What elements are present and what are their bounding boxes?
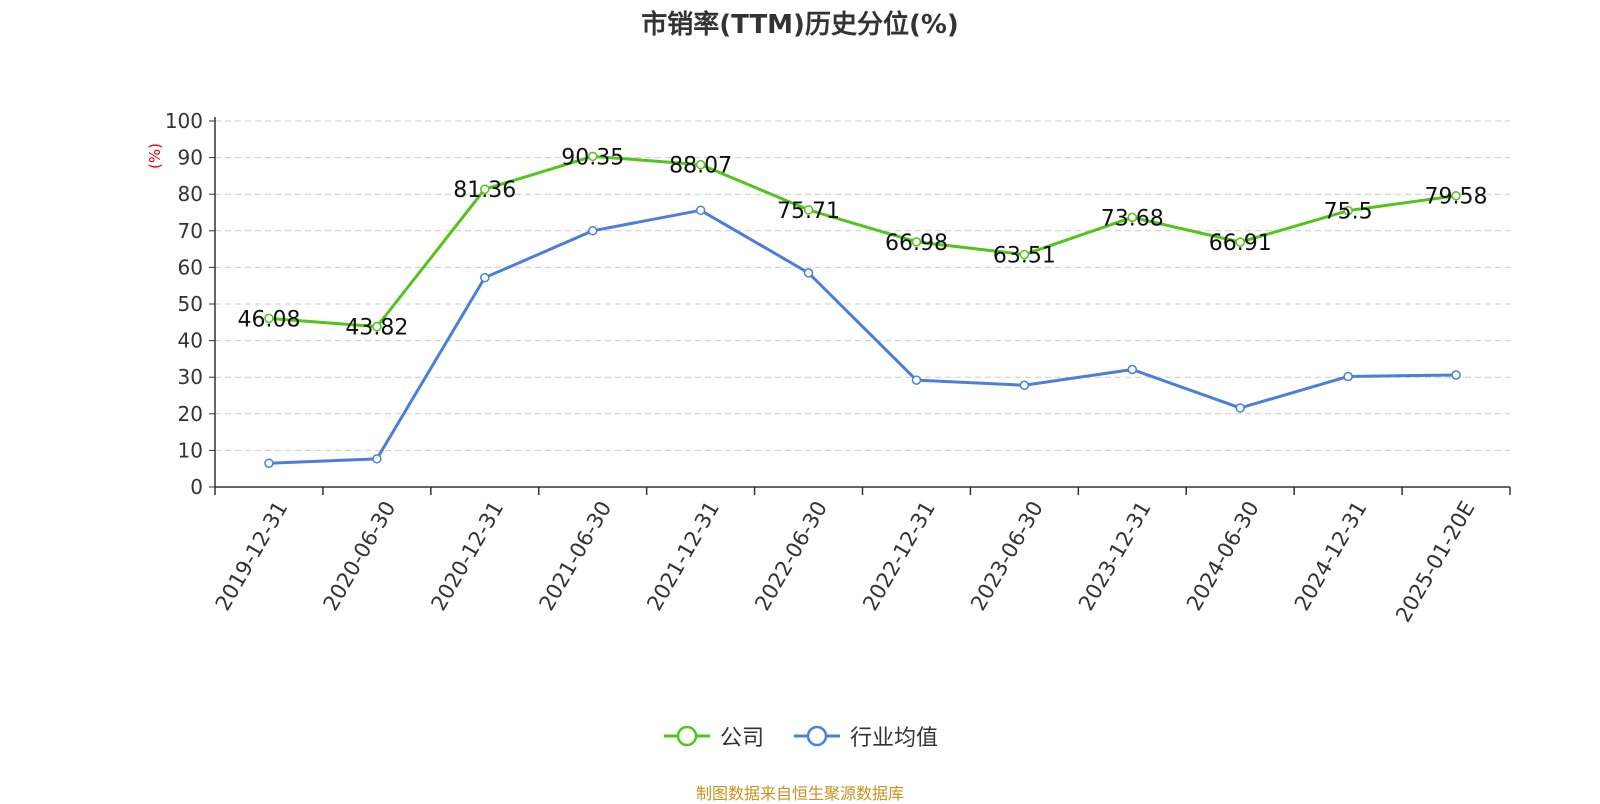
legend-label-industry-average: 行业均值 [850,726,939,751]
series-line-1 [268,208,1457,465]
y-tick-label: 90 [178,146,203,170]
data-point[interactable] [480,272,490,283]
y-tick-label: 0 [190,475,203,499]
data-point[interactable] [587,151,598,162]
y-tick-label: 50 [178,292,203,316]
y-tick-label: 40 [178,329,203,353]
data-point[interactable] [1019,380,1030,391]
x-tick-label: 2020-12-31 [426,497,508,615]
y-axis-label: (%) [146,143,164,169]
data-point[interactable] [1451,190,1461,201]
y-tick-label: 20 [178,402,203,426]
data-labels: 46.08 43.82 81.36 90.35 88.07 75.71 66.98 63.51… [237,145,1487,340]
data-point[interactable] [1343,205,1353,216]
x-tick-label: 2022-06-30 [750,497,832,615]
data-point[interactable] [1235,403,1245,413]
data-point[interactable] [1235,237,1245,247]
data-label: 88.07 [669,154,732,179]
data-point[interactable] [480,184,490,194]
data-point[interactable] [1019,249,1030,260]
chart-title: 市销率(TTM)历史分位(%) [641,10,959,40]
data-point[interactable] [695,159,706,170]
data-point[interactable] [1343,371,1353,382]
y-tick-label: 100 [165,109,203,133]
x-tick-label: 2023-12-31 [1074,497,1156,615]
data-label: 73.68 [1101,206,1164,231]
data-point[interactable] [372,454,382,464]
data-label: 79.58 [1425,185,1488,210]
y-tick-label: 70 [178,219,203,243]
data-point[interactable] [372,321,382,332]
data-label: 46.08 [237,307,300,332]
data-point[interactable] [695,205,706,216]
x-tick-label: 2024-12-31 [1290,497,1372,615]
data-label: 43.82 [345,316,408,341]
x-tick-label: 2025-01-20E [1391,497,1479,626]
data-label: 66.91 [1209,231,1272,256]
x-tick-label: 2022-12-31 [858,497,940,615]
data-point[interactable] [1127,364,1138,375]
data-label: 90.35 [561,145,624,170]
data-point[interactable] [264,313,274,324]
data-point[interactable] [803,268,814,278]
data-label: 66.98 [885,231,948,256]
data-point[interactable] [911,237,922,247]
axes: 0 10 20 30 40 50 60 70 80 90 100 2019-12-31 2020-06-… [165,109,1511,626]
legend: 公司 行业均值 [0,720,1600,752]
legend-line-circle-icon [663,725,710,747]
data-source-note: 制图数据来自恒生聚源数据库 [695,784,904,803]
x-tick-label: 2021-06-30 [534,497,616,615]
legend-item-company[interactable]: 公司 [662,720,764,752]
data-point[interactable] [1451,370,1461,380]
legend-label-company: 公司 [719,726,764,751]
data-point[interactable] [911,375,922,385]
y-tick-label: 10 [178,438,203,462]
data-point[interactable] [1127,212,1138,223]
x-tick-label: 2024-06-30 [1182,497,1264,615]
grid-lines [215,120,1510,451]
data-label: 75.5 [1324,200,1373,225]
legend-line-circle-icon [794,725,840,747]
x-tick-label: 2019-12-31 [211,497,293,615]
x-tick-label: 2020-06-30 [319,497,401,615]
y-tick-label: 80 [178,182,203,206]
x-tick-label: 2021-12-31 [642,497,724,615]
data-label: 63.51 [993,244,1056,269]
data-point[interactable] [803,205,814,215]
series-lines [264,151,1461,468]
series-line-0 [268,154,1457,329]
y-tick-label: 60 [178,255,203,279]
data-point[interactable] [587,226,598,236]
legend-item-industry-average[interactable]: 行业均值 [792,720,938,752]
y-tick-label: 30 [178,365,203,389]
x-tick-label: 2023-06-30 [966,497,1048,615]
data-label: 75.71 [777,199,840,224]
data-point[interactable] [264,458,274,468]
data-label: 81.36 [453,178,516,203]
